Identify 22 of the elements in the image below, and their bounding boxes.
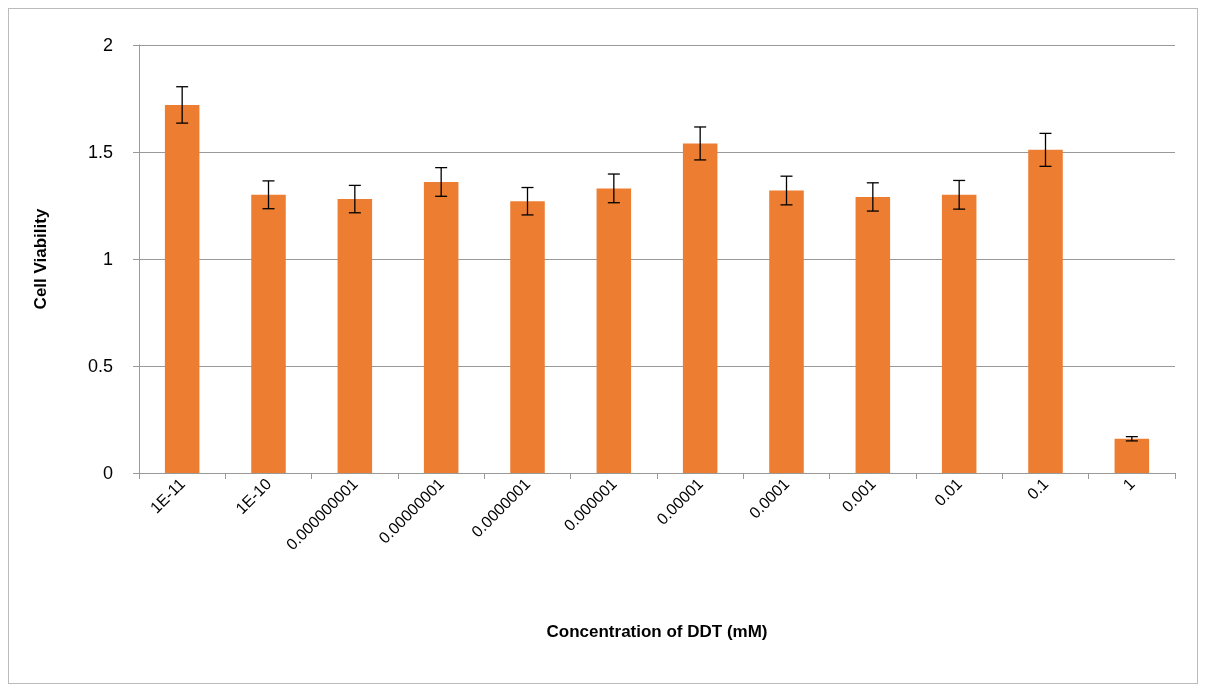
bar	[1114, 438, 1150, 473]
bar	[941, 194, 977, 473]
bar	[682, 143, 718, 473]
y-tick-label: 0.5	[87, 356, 113, 376]
y-tick-label: 0	[102, 463, 113, 483]
bar	[337, 199, 373, 473]
x-tick-label: 0.1	[1023, 474, 1052, 503]
x-tick-label: 0.01	[931, 474, 966, 510]
bar	[596, 188, 632, 473]
bar	[164, 104, 200, 473]
y-axis-title: Cell Viability	[31, 208, 50, 310]
bar	[855, 196, 891, 473]
bar	[510, 201, 545, 473]
y-tick-label: 1	[102, 249, 113, 269]
y-tick-label: 2	[102, 35, 113, 55]
bar	[251, 194, 286, 473]
x-axis-title: Concentration of DDT (mM)	[546, 622, 768, 641]
x-tick-label: 1	[1119, 474, 1138, 494]
bar	[769, 190, 804, 473]
bar	[1028, 149, 1063, 473]
y-tick-label: 1.5	[87, 142, 113, 162]
bar	[423, 181, 459, 473]
